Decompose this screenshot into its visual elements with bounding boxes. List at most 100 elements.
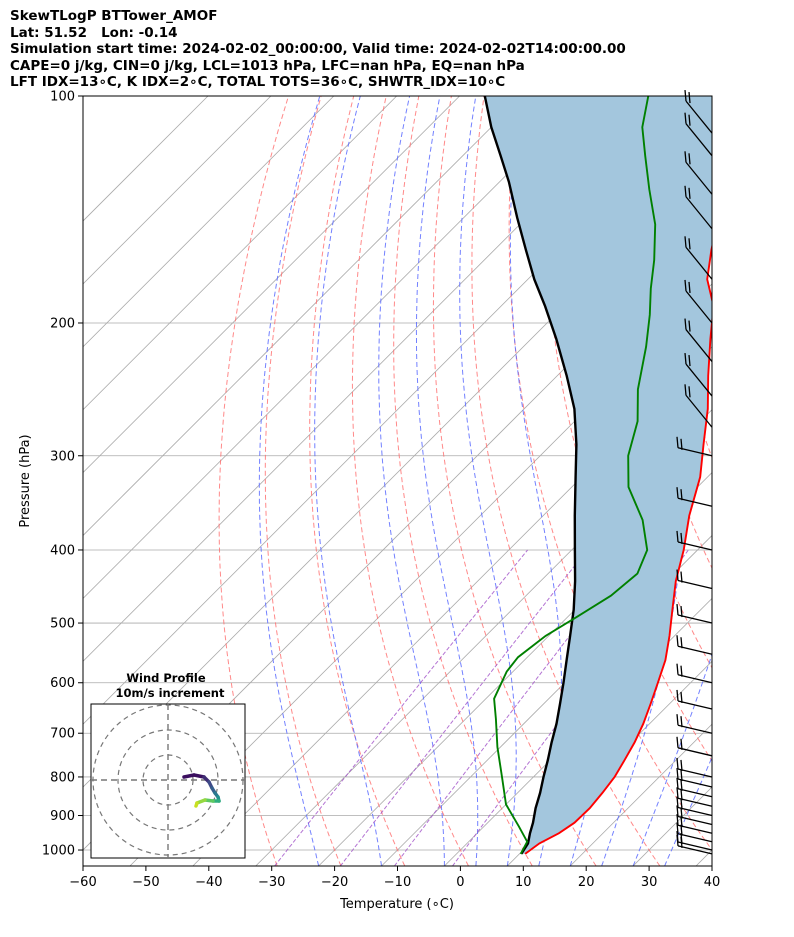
y-tick-label: 700 (50, 727, 75, 742)
wind-barb-flag (684, 151, 687, 163)
isotherm-line (83, 96, 397, 411)
wind-barb-flag (688, 281, 691, 294)
x-axis: −60 −50 −40 −30 −20 −10 0 10 20 30 40 (69, 866, 720, 890)
wind-barb-flag (688, 238, 691, 250)
wind-barb (677, 579, 713, 590)
wind-barb-flag (676, 777, 679, 789)
wind-barb (677, 768, 713, 778)
dry-adiabat-line (309, 96, 406, 866)
y-tick-label: 100 (50, 90, 75, 105)
x-tick-label: −30 (258, 875, 285, 890)
wind-barb-flag (684, 352, 687, 365)
isotherm-line (569, 723, 712, 866)
y-tick-label: 600 (50, 676, 75, 691)
wind-barb-flag (684, 112, 687, 124)
wind-barb-flag (676, 822, 679, 834)
wind-barb-flag (676, 635, 679, 647)
wind-barb-flag (688, 114, 691, 126)
wind-barb (677, 833, 713, 843)
x-tick-label: −40 (195, 875, 222, 890)
wind-barb-flag (680, 438, 683, 450)
wind-barb-flag (676, 796, 679, 808)
wind-barb-flag (676, 663, 679, 675)
y-tick-label: 500 (50, 617, 75, 632)
wind-barb-flag (680, 637, 683, 649)
wind-barb-flag (680, 605, 683, 618)
wind-barb (677, 497, 713, 507)
x-tick-label: 40 (704, 875, 721, 890)
wind-barb-flag (676, 530, 679, 543)
wind-barb-flag (680, 665, 683, 677)
wind-barb-flag (680, 807, 683, 819)
wind-barb (677, 674, 713, 684)
wind-barb (677, 541, 713, 551)
moist-adiabat-line (378, 96, 445, 866)
wind-barb-flag (680, 489, 683, 501)
isotherm-line (381, 534, 712, 866)
profile-lines (483, 96, 712, 855)
wind-barb-flag (680, 816, 683, 828)
wind-barb-flag (680, 798, 683, 810)
inset-subtitle: 10m/s increment (116, 686, 225, 700)
inset-title: Wind Profile (126, 671, 206, 685)
wind-barb-flag (676, 814, 679, 826)
wind-barb (677, 788, 713, 798)
y-tick-label: 400 (50, 543, 75, 558)
dry-adiabat-line (432, 96, 597, 866)
wind-barb (677, 747, 713, 757)
wind-barb-flag (676, 689, 679, 702)
mixing-ratio-line (393, 549, 637, 866)
header-line-1: SkewTLogP BTTower_AMOF (10, 8, 218, 24)
dry-adiabat-line (471, 96, 661, 866)
wind-barb-flag (684, 318, 687, 330)
isotherm-line (83, 96, 335, 348)
wind-barb-flag (680, 779, 683, 791)
header-line-5: LFT IDX=13∘C, K IDX=2∘C, TOTAL TOTS=36∘C… (10, 74, 506, 90)
wind-barb (685, 161, 713, 195)
x-tick-label: 0 (456, 875, 464, 890)
wind-barb-flag (688, 92, 691, 104)
wind-barb-flag (680, 716, 683, 728)
isotherm-line (129, 283, 712, 866)
x-tick-label: −20 (321, 875, 348, 890)
wind-barb (677, 778, 713, 788)
moist-adiabat-line (632, 652, 712, 866)
wind-barb-flag (680, 789, 683, 801)
moist-adiabat-line (459, 96, 517, 866)
parcel-profile-line (483, 96, 578, 855)
wind-barb-flag (688, 153, 691, 165)
wind-barb-flag (680, 532, 683, 545)
x-axis-label: Temperature (∘C) (339, 897, 454, 912)
wind-barb-flag (676, 569, 679, 581)
wind-barb (677, 447, 713, 457)
wind-barb-flag (676, 767, 679, 780)
wind-barb-flag (676, 487, 679, 499)
wind-barb-flag (676, 436, 679, 448)
wind-barb-flag (676, 714, 679, 726)
wind-barb (685, 290, 713, 324)
chart-header: SkewTLogP BTTower_AMOF Lat: 51.52 Lon: -… (10, 8, 626, 91)
wind-barb-flag (676, 787, 679, 799)
wind-barb (677, 806, 713, 817)
wind-barb (677, 845, 713, 855)
moist-adiabat-line (415, 96, 479, 866)
wind-profile-inset: Wind Profile 10m/s increment (90, 671, 246, 859)
y-tick-label: 200 (50, 316, 75, 331)
x-tick-label: −10 (384, 875, 411, 890)
isotherm-line (83, 96, 272, 285)
wind-barb-flag (676, 805, 679, 817)
wind-barb-flag (680, 691, 683, 704)
wind-barb-flag (688, 354, 691, 367)
wind-barb-flag (684, 185, 687, 197)
wind-barb-flag (688, 320, 691, 332)
dry-adiabat-line (351, 96, 469, 866)
wind-barb (685, 246, 713, 280)
wind-barb-flag (684, 384, 687, 396)
wind-barb-flag (680, 769, 683, 782)
wind-barb (677, 841, 713, 851)
wind-barb-flag (676, 736, 679, 748)
wind-barb (685, 100, 713, 134)
wind-barb-flag (676, 830, 679, 843)
wind-barb-flag (688, 386, 691, 398)
moist-adiabat-line (314, 96, 382, 866)
